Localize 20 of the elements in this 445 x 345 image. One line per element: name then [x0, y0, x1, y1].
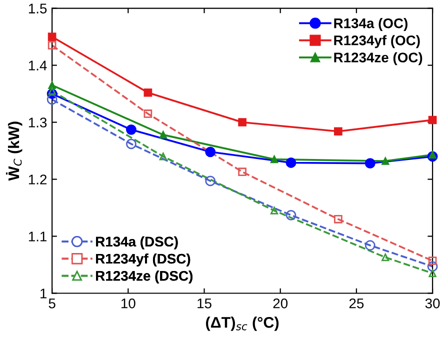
- y-tick-label: 1.5: [28, 4, 47, 14]
- legend-label: R1234yf (OC): [334, 35, 420, 48]
- legend-label: R1234ze (DSC): [96, 270, 192, 284]
- x-tick-label: 15: [198, 298, 212, 308]
- legend-label: R1234yf (DSC): [96, 253, 190, 266]
- x-tick-label: 20: [273, 298, 288, 308]
- x-axis-title: (ΔT)$_{sc}$ (°C): [206, 316, 279, 331]
- y-axis-title: Ẇ$_{C}$ (kW): [6, 122, 22, 181]
- y-tick-label: 1: [40, 288, 47, 298]
- x-tick-label: 30: [425, 298, 440, 308]
- y-tick-label: 1.3: [28, 118, 47, 128]
- legend-label: R134a (DSC): [96, 236, 178, 250]
- y-tick-label: 1.1: [28, 232, 47, 242]
- y-tick-label: 1.2: [28, 174, 47, 184]
- legend-label: R134a (OC): [334, 18, 408, 31]
- x-tick-label: 5: [48, 298, 56, 308]
- y-tick-label: 1.4: [28, 60, 47, 70]
- legend-label: R1234ze (OC): [334, 52, 422, 66]
- x-tick-label: 25: [349, 298, 364, 308]
- x-tick-label: 10: [121, 298, 136, 308]
